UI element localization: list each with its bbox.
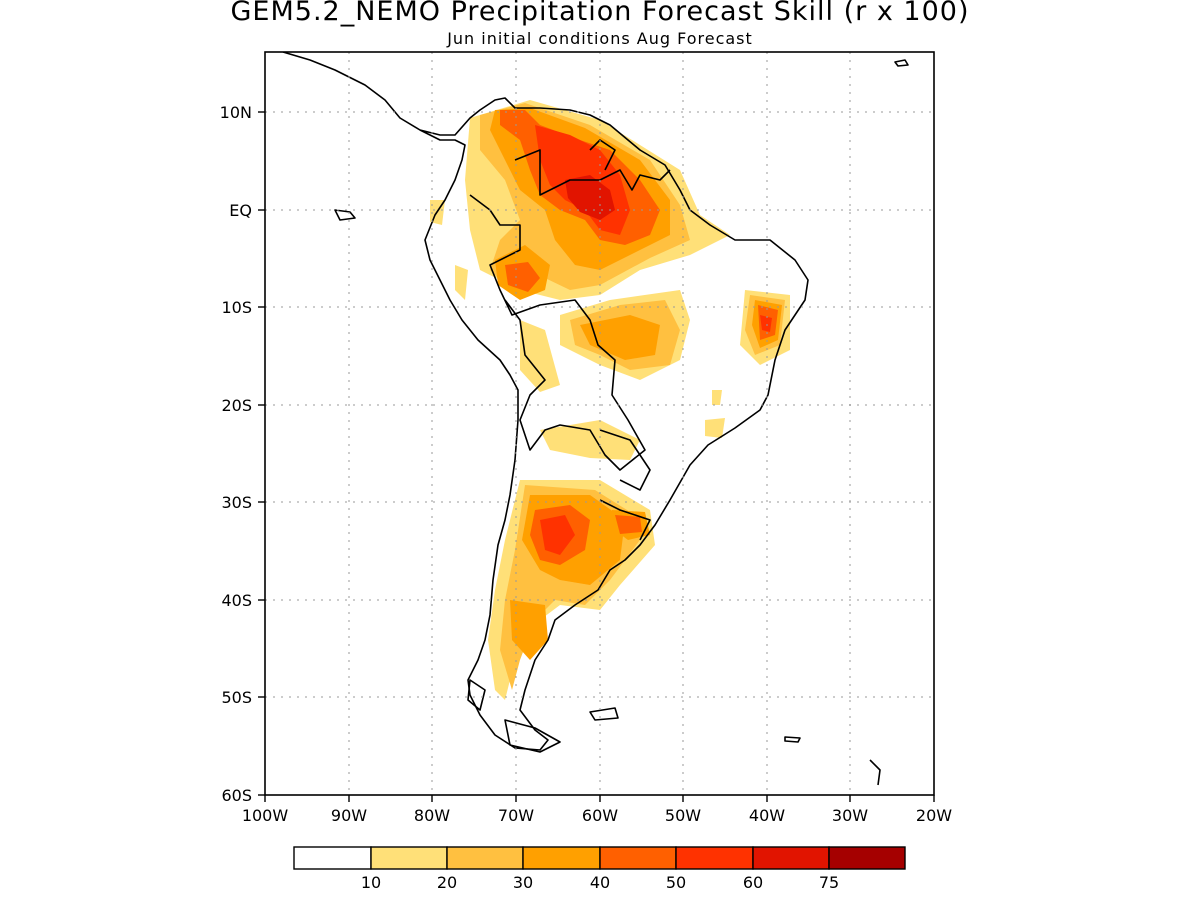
map-subtitle: Jun initial conditions Aug Forecast bbox=[447, 29, 753, 48]
axis-ticks bbox=[258, 111, 935, 802]
lon-label: 40W bbox=[749, 806, 785, 825]
legend-tick-label: 50 bbox=[666, 873, 686, 892]
lat-label: 60S bbox=[221, 786, 252, 805]
legend-swatch bbox=[828, 846, 906, 870]
lon-label: 100W bbox=[242, 806, 289, 825]
color-legend: 10 20 30 40 50 60 75 bbox=[293, 846, 906, 892]
legend-swatch bbox=[370, 846, 448, 870]
lon-label: 20W bbox=[916, 806, 952, 825]
skill-band-60-75 bbox=[565, 175, 615, 220]
lat-label: 40S bbox=[221, 591, 252, 610]
lat-label: 30S bbox=[221, 493, 252, 512]
legend-swatch bbox=[752, 846, 830, 870]
lat-label: 20S bbox=[221, 396, 252, 415]
legend-tick-label: 10 bbox=[361, 873, 381, 892]
legend-swatch bbox=[675, 846, 754, 870]
lat-label: 50S bbox=[221, 688, 252, 707]
legend-swatch bbox=[599, 846, 677, 870]
legend-tick-label: 30 bbox=[513, 873, 533, 892]
lon-label: 50W bbox=[665, 806, 701, 825]
lat-label: 10N bbox=[220, 103, 252, 122]
lat-label: EQ bbox=[229, 201, 252, 220]
map-title: GEM5.2_NEMO Precipitation Forecast Skill… bbox=[230, 0, 970, 27]
lon-label: 90W bbox=[331, 806, 367, 825]
lon-label: 80W bbox=[414, 806, 450, 825]
legend-tick-label: 40 bbox=[590, 873, 610, 892]
legend-swatch bbox=[446, 846, 524, 870]
legend-swatch bbox=[522, 846, 601, 870]
legend-tick-label: 20 bbox=[437, 873, 457, 892]
skill-shading bbox=[430, 100, 790, 700]
legend-tick-label: 75 bbox=[819, 873, 839, 892]
lon-label: 70W bbox=[498, 806, 534, 825]
lon-label: 30W bbox=[832, 806, 868, 825]
lon-label: 60W bbox=[582, 806, 618, 825]
lat-label: 10S bbox=[221, 298, 252, 317]
legend-swatch bbox=[293, 846, 372, 870]
legend-tick-label: 60 bbox=[743, 873, 763, 892]
coastlines bbox=[282, 52, 909, 786]
